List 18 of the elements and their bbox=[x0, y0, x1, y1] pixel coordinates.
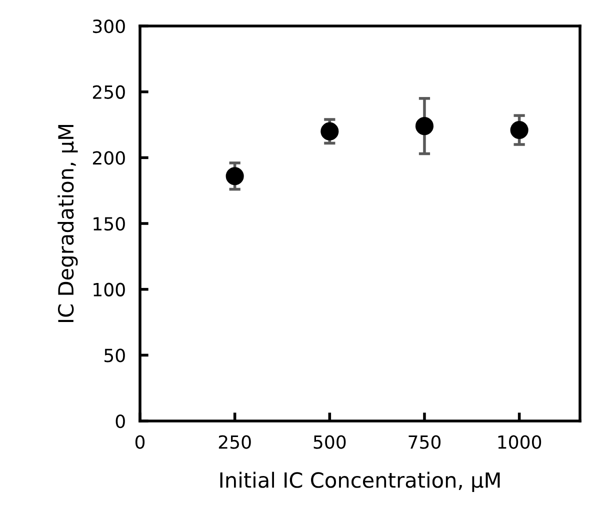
y-tick-label: 250 bbox=[92, 85, 125, 99]
x-tick-label: 0 bbox=[135, 435, 145, 449]
y-axis-title: IC Degradation, µM bbox=[58, 124, 78, 322]
x-tick-label: 750 bbox=[408, 435, 441, 449]
y-tick-label: 200 bbox=[92, 151, 125, 165]
x-axis-title: Initial IC Concentration, µM bbox=[220, 472, 500, 492]
x-tick-label: 1000 bbox=[498, 435, 542, 449]
point bbox=[415, 117, 434, 136]
point bbox=[226, 167, 244, 186]
y-tick-label: 50 bbox=[104, 348, 125, 362]
point bbox=[510, 120, 528, 140]
y-tick-label: 150 bbox=[94, 216, 125, 231]
y-tick-label: 0 bbox=[116, 414, 125, 428]
point bbox=[320, 122, 339, 140]
y-tick-label: 100 bbox=[94, 282, 125, 296]
x-tick-label: 250 bbox=[218, 435, 251, 449]
y-tick-label: 300 bbox=[93, 19, 125, 34]
x-tick-label: 500 bbox=[314, 435, 346, 449]
